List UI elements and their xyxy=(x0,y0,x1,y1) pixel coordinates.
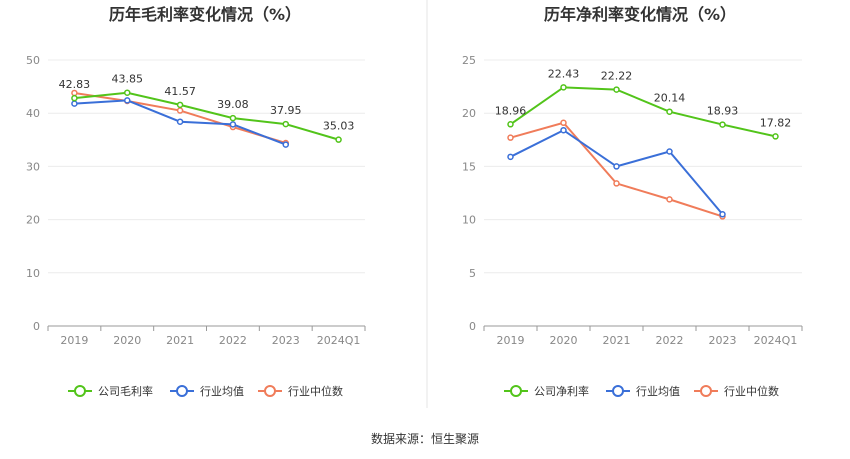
chart2-series-median-point xyxy=(613,180,620,187)
chart2-title: 历年净利率变化情况（%） xyxy=(544,5,736,24)
chart1-series-avg-point xyxy=(282,141,289,148)
chart1-series-avg-point xyxy=(229,121,237,128)
chart2-xtick-label: 2022 xyxy=(656,334,684,347)
chart2-legend-swatch-marker xyxy=(612,385,624,397)
chart1-data-label: 39.08 xyxy=(217,98,249,111)
chart1-ytick-label: 0 xyxy=(33,320,40,333)
chart1-xtick-label: 2021 xyxy=(166,334,194,347)
chart2-xtick-label: 2024Q1 xyxy=(754,334,798,347)
chart2-series-company-point xyxy=(772,133,779,140)
chart2-ytick-label: 10 xyxy=(462,214,476,227)
chart1-series-avg-point xyxy=(124,97,131,104)
chart1-xtick-label: 2019 xyxy=(60,334,88,347)
chart1-series-company-point xyxy=(282,120,289,128)
chart1-legend-label: 行业中位数 xyxy=(288,384,343,398)
chart2-ytick-label: 0 xyxy=(469,320,476,333)
chart1-series-company-point xyxy=(71,94,78,102)
chart2-legend-label: 行业均值 xyxy=(636,385,680,398)
chart2-series-median-point xyxy=(507,134,514,141)
chart2-legend-swatch-marker xyxy=(510,385,522,397)
chart2-series-avg-point xyxy=(507,153,514,161)
chart2-series-company-point xyxy=(719,121,726,128)
chart1-legend-swatch-marker xyxy=(176,385,188,397)
chart1-ytick-label: 40 xyxy=(26,107,40,120)
chart1-series-company-point xyxy=(124,89,131,96)
chart1-series-company-point xyxy=(176,101,184,109)
chart2-ytick-label: 15 xyxy=(462,160,476,173)
chart1-series-median-point xyxy=(71,89,78,97)
chart2-xtick-label: 2019 xyxy=(497,334,525,347)
chart2-data-label: 20.14 xyxy=(654,92,686,105)
chart2-series-avg-line xyxy=(510,129,724,215)
chart1-xtick-label: 2020 xyxy=(113,334,141,347)
chart1-series-company-point xyxy=(229,114,237,122)
chart1-data-label: 43.85 xyxy=(112,73,144,86)
chart1-series-median-line xyxy=(74,91,287,144)
chart1-ytick-label: 50 xyxy=(26,54,40,67)
chart2-ytick-label: 25 xyxy=(462,54,476,67)
chart2-series-company-line xyxy=(509,86,776,138)
chart1-legend-label: 行业均值 xyxy=(200,385,244,398)
chart2-series-avg-point xyxy=(613,163,620,170)
chart1-legend-swatch-marker xyxy=(74,385,86,397)
chart2-series-company-point xyxy=(613,86,620,93)
chart2-series-median-point xyxy=(560,119,567,127)
chart2-series-company-point xyxy=(560,84,567,91)
chart2-xtick-label: 2021 xyxy=(603,334,631,347)
chart2-data-label: 18.93 xyxy=(707,105,739,118)
chart1-series-median-point xyxy=(176,107,184,114)
chart1-ytick-label: 20 xyxy=(26,214,40,227)
chart1-legend-swatch-marker xyxy=(264,385,276,397)
chart1-xtick-label: 2024Q1 xyxy=(317,334,361,347)
chart2-ytick-label: 5 xyxy=(469,267,476,280)
chart1-xtick-label: 2023 xyxy=(272,334,300,347)
chart2-data-label: 18.96 xyxy=(495,104,527,117)
chart1-title: 历年毛利率变化情况（%） xyxy=(109,5,301,24)
chart2-series-company-point xyxy=(666,108,673,115)
chart2-series-avg-point xyxy=(719,211,726,218)
chart2-ytick-label: 20 xyxy=(462,107,476,120)
chart2-data-label: 22.22 xyxy=(601,70,633,83)
chart1-data-label: 42.83 xyxy=(59,78,91,91)
chart1-data-label: 41.57 xyxy=(164,85,196,98)
chart1-ytick-label: 30 xyxy=(26,160,40,173)
chart1-ytick-label: 10 xyxy=(26,267,40,280)
chart1-series-company-line xyxy=(74,91,339,141)
chart2-legend-label: 公司净利率 xyxy=(534,384,589,398)
chart2-legend-label: 行业中位数 xyxy=(724,384,779,398)
chart2-xtick-label: 2020 xyxy=(550,334,578,347)
chart1-data-label: 37.95 xyxy=(270,104,302,117)
chart2-xtick-label: 2023 xyxy=(709,334,737,347)
chart2-series-company-point xyxy=(507,121,514,128)
chart1-series-avg-point xyxy=(176,118,184,125)
chart1-series-avg-point xyxy=(71,100,78,107)
chart2-series-avg-point xyxy=(666,148,673,155)
chart1-legend-label: 公司毛利率 xyxy=(98,384,153,398)
chart2-legend-swatch-marker xyxy=(700,385,712,397)
chart2-data-label: 17.82 xyxy=(760,116,792,129)
chart2-series-median-point xyxy=(666,196,673,203)
chart2-data-label: 22.43 xyxy=(548,67,580,80)
data-source: 数据来源：恒生聚源 xyxy=(370,432,479,446)
chart1-data-label: 35.03 xyxy=(323,120,355,133)
chart1-series-company-point xyxy=(335,136,342,143)
chart2-series-avg-point xyxy=(560,126,567,134)
chart1-xtick-label: 2022 xyxy=(219,334,247,347)
